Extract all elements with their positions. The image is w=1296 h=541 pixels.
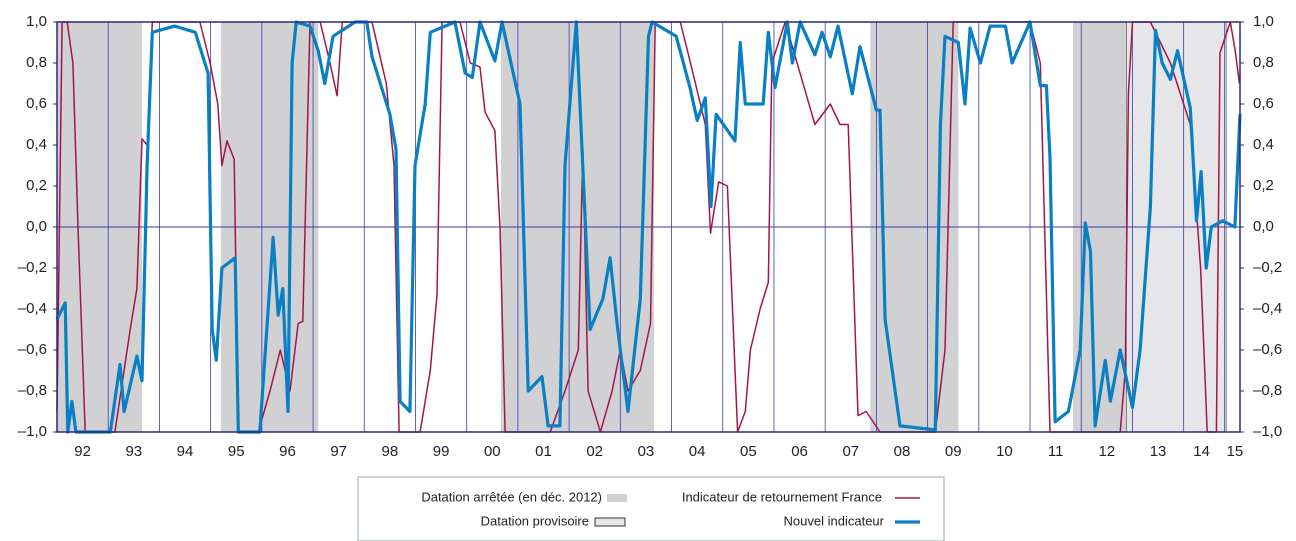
legend-label: Indicateur de retournement France <box>682 489 882 504</box>
x-tick-label: 08 <box>894 443 911 460</box>
y-tick-label: 0,0 <box>26 218 47 235</box>
x-tick-label: 95 <box>228 443 245 460</box>
legend-box <box>357 476 945 541</box>
x-tick-label: 92 <box>74 443 91 460</box>
y-tick-label: 0,8 <box>26 54 47 71</box>
y-tick-label: 0,2 <box>26 177 47 194</box>
y-tick-label: –1,0 <box>18 423 47 440</box>
x-tick-label: 94 <box>177 443 194 460</box>
y-tick-label: –0,2 <box>18 259 47 276</box>
x-tick-label: 09 <box>945 443 962 460</box>
x-tick-label: 97 <box>330 443 347 460</box>
legend-label: Datation arrêtée (en déc. 2012) <box>421 489 602 504</box>
legend-swatch <box>594 517 626 527</box>
x-tick-label: 15 <box>1227 443 1244 460</box>
y-tick-label: –0,6 <box>18 341 47 358</box>
x-tick-label: 10 <box>996 443 1013 460</box>
y-tick-label: 1,0 <box>26 13 47 30</box>
axes: –1,0 –1,0 –0,8 –0,8 –0,6 –0,6 –0,4 –0,4 –0,2 –0,2… <box>18 13 1282 460</box>
y2-tick-label: 0,6 <box>1253 95 1274 112</box>
y2-tick-label: –0,8 <box>1253 382 1282 399</box>
x-tick-label: 07 <box>842 443 859 460</box>
x-tick-label: 93 <box>125 443 142 460</box>
y2-tick-label: –0,2 <box>1253 259 1282 276</box>
y2-tick-label: 1,0 <box>1253 13 1274 30</box>
y2-tick-label: –0,4 <box>1253 300 1282 317</box>
y2-tick-label: 0,0 <box>1253 218 1274 235</box>
y-tick-label: 0,4 <box>26 136 47 153</box>
x-tick-label: 12 <box>1099 443 1116 460</box>
legend: Datation arrêtée (en déc. 2012) Datation … <box>421 489 920 528</box>
x-tick-label: 98 <box>382 443 399 460</box>
x-tick-label: 14 <box>1193 443 1210 460</box>
x-tick-label: 01 <box>535 443 552 460</box>
y-tick-label: 0,6 <box>26 95 47 112</box>
x-tick-label: 11 <box>1048 443 1064 460</box>
y2-tick-label: 0,8 <box>1253 54 1274 71</box>
y2-tick-label: –1,0 <box>1253 423 1282 440</box>
y2-tick-label: 0,2 <box>1253 177 1274 194</box>
x-tick-label: 96 <box>279 443 296 460</box>
y-tick-label: –0,8 <box>18 382 47 399</box>
y-tick-label: –0,4 <box>18 300 47 317</box>
x-tick-label: 00 <box>484 443 501 460</box>
series-line <box>55 20 1242 434</box>
x-tick-label: 05 <box>740 443 757 460</box>
y2-tick-label: 0,4 <box>1253 136 1274 153</box>
legend-label: Nouvel indicateur <box>784 513 885 528</box>
x-tick-label: 03 <box>638 443 655 460</box>
legend-swatch <box>607 494 627 502</box>
x-tick-label: 06 <box>791 443 808 460</box>
legend-label: Datation provisoire <box>481 513 589 528</box>
y2-tick-label: –0,6 <box>1253 341 1282 358</box>
x-tick-label: 04 <box>689 443 706 460</box>
x-tick-label: 02 <box>586 443 603 460</box>
x-tick-label: 13 <box>1150 443 1167 460</box>
x-tick-label: 99 <box>433 443 450 460</box>
